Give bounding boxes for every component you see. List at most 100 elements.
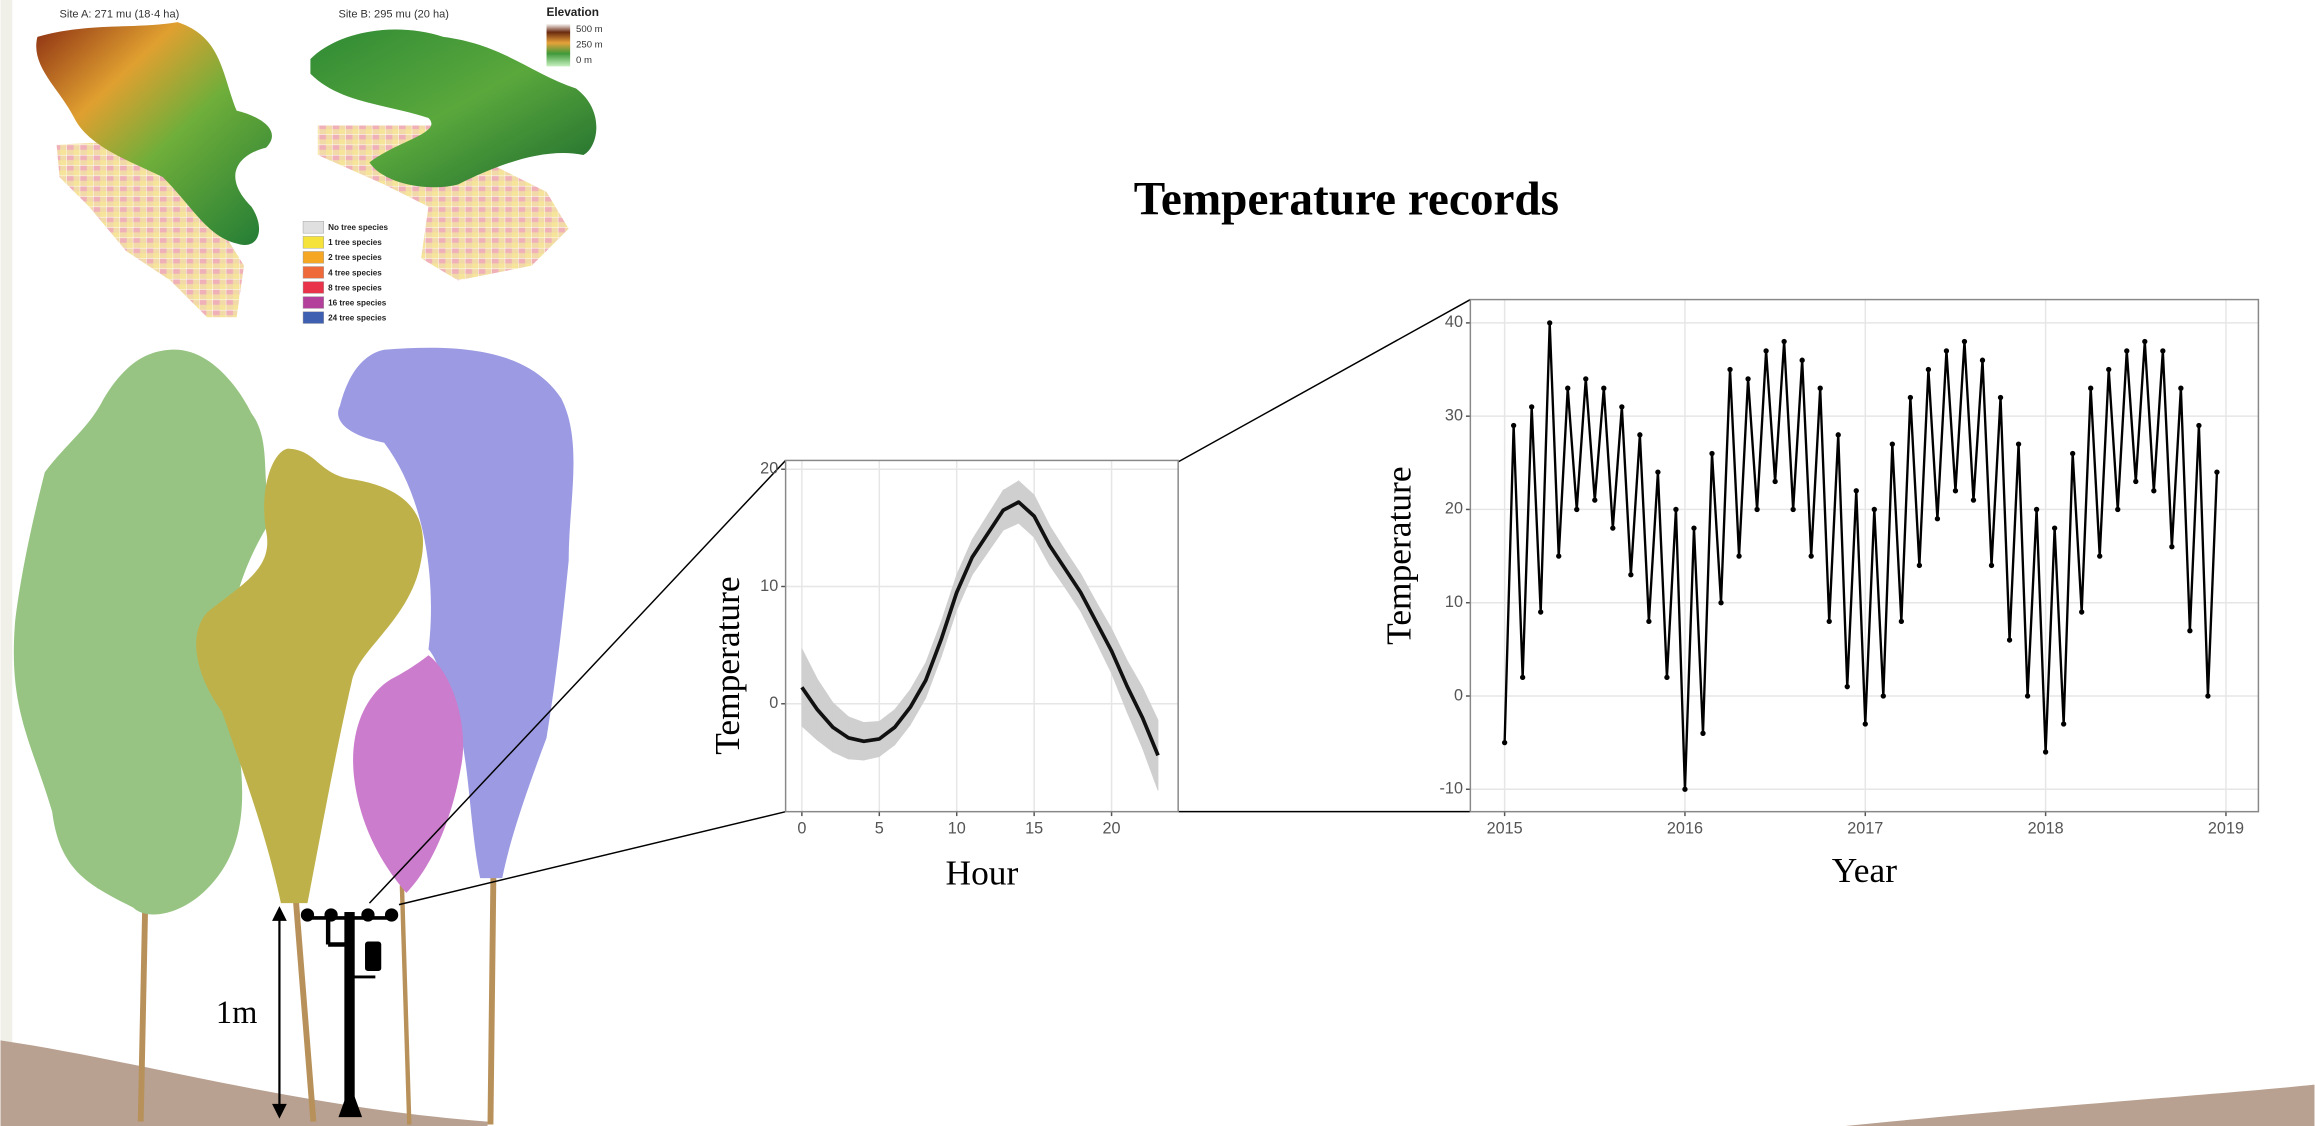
data-point bbox=[1979, 357, 1986, 363]
data-point bbox=[1754, 506, 1760, 513]
elevation-bar bbox=[546, 23, 571, 67]
data-point bbox=[2033, 506, 2040, 513]
plot-area bbox=[1470, 299, 2259, 812]
data-point bbox=[1519, 674, 1526, 681]
ground bbox=[1845, 1084, 2315, 1126]
legend-swatch bbox=[302, 311, 324, 324]
y-tick-label: 20 bbox=[1445, 500, 1463, 518]
data-point bbox=[2205, 693, 2211, 699]
trunk bbox=[487, 873, 497, 1125]
data-point bbox=[2133, 478, 2139, 485]
plot-border bbox=[1469, 298, 2260, 813]
species-legend: No tree species 1 tree species 2 tree spec… bbox=[302, 221, 389, 324]
data-point bbox=[2006, 637, 2013, 643]
elevation-label: 0 m bbox=[576, 55, 592, 66]
data-point bbox=[1871, 506, 1877, 513]
x-tick-label: 2015 bbox=[1487, 820, 1523, 838]
x-axis-title: Year bbox=[1832, 850, 1897, 890]
map-label: Site B: 295 mu (20 ha) bbox=[338, 9, 449, 21]
tree bbox=[196, 448, 424, 904]
tree bbox=[353, 655, 464, 893]
data-point bbox=[1727, 366, 1733, 373]
data-point bbox=[2160, 348, 2166, 354]
data-point bbox=[1790, 506, 1796, 513]
trunk bbox=[137, 907, 149, 1122]
legend-swatch bbox=[302, 266, 324, 279]
tree bbox=[13, 349, 274, 915]
map-label: Site A: 271 mu (18·4 ha) bbox=[60, 9, 180, 21]
x-tick-label: 5 bbox=[875, 820, 884, 838]
data-point bbox=[1538, 609, 1544, 615]
data-point bbox=[2187, 628, 2193, 634]
legend-swatch bbox=[302, 236, 324, 249]
y-tick-label: 10 bbox=[760, 577, 778, 595]
elevation-label: 250 m bbox=[576, 40, 603, 51]
data-point bbox=[1501, 739, 1508, 746]
data-point bbox=[2106, 366, 2112, 373]
elevation-label: 500 m bbox=[576, 24, 603, 35]
terrain bbox=[310, 29, 597, 188]
data-point bbox=[2070, 450, 2076, 457]
data-point bbox=[1682, 786, 1688, 792]
legend-swatch bbox=[302, 221, 324, 234]
data-point bbox=[1943, 348, 1950, 354]
data-point bbox=[1709, 450, 1715, 457]
y-tick-label: 10 bbox=[1445, 593, 1463, 611]
y-tick-label: -10 bbox=[1440, 780, 1463, 798]
data-point bbox=[2124, 348, 2130, 354]
data-point bbox=[1583, 376, 1589, 382]
data-point bbox=[2042, 749, 2049, 755]
data-point bbox=[1826, 618, 1832, 625]
title: Temperature records bbox=[1134, 173, 1559, 225]
data-point bbox=[1547, 320, 1553, 326]
data-point bbox=[1799, 357, 1805, 363]
data-point bbox=[1925, 366, 1932, 373]
x-tick-label: 10 bbox=[948, 820, 966, 838]
data-point bbox=[1646, 618, 1652, 625]
data-point bbox=[2214, 469, 2220, 475]
data-point bbox=[1817, 385, 1823, 391]
site-map: Site A: 271 mu (18·4 ha) Site B: 295 mu … bbox=[36, 5, 603, 324]
data-point bbox=[1601, 385, 1607, 391]
legend-swatch bbox=[302, 296, 324, 309]
data-point bbox=[1700, 730, 1706, 736]
elevation-labels: 500 m 250 m 0 m bbox=[576, 24, 603, 66]
data-point bbox=[2196, 422, 2202, 429]
x-tick-label: 2018 bbox=[2028, 820, 2064, 838]
legend-label: 8 tree species bbox=[328, 283, 382, 292]
x-tick-label: 0 bbox=[797, 820, 806, 838]
y-tick-label: 20 bbox=[760, 460, 778, 478]
data-point bbox=[1610, 525, 1616, 531]
x-tick-label: 2016 bbox=[1667, 820, 1703, 838]
data-point bbox=[2015, 441, 2022, 447]
y-axis-title: Temperature bbox=[1379, 466, 1419, 644]
x-tick-label: 15 bbox=[1025, 820, 1043, 838]
legend-label: No tree species bbox=[328, 223, 388, 232]
data-point bbox=[2051, 525, 2058, 531]
data-point bbox=[1862, 721, 1868, 727]
data-point bbox=[1691, 525, 1697, 531]
x-tick-label: 2017 bbox=[1847, 820, 1883, 838]
data-point bbox=[2097, 553, 2103, 559]
data-point bbox=[1745, 376, 1751, 382]
data-point bbox=[1565, 385, 1571, 391]
data-point bbox=[2088, 385, 2094, 391]
trunk bbox=[399, 885, 412, 1125]
y-tick-label: 30 bbox=[1445, 406, 1463, 424]
data-point bbox=[1934, 516, 1941, 522]
data-point bbox=[1781, 338, 1787, 345]
legend-label: 16 tree species bbox=[328, 298, 387, 307]
zoom-lines bbox=[368, 298, 1471, 906]
data-point bbox=[1628, 572, 1634, 578]
data-point bbox=[2024, 693, 2031, 699]
x-axis-title: Hour bbox=[945, 853, 1018, 893]
legend-title: Elevation bbox=[547, 5, 599, 19]
data-point bbox=[1916, 562, 1923, 569]
data-line bbox=[1503, 321, 2219, 791]
data-point bbox=[1898, 618, 1905, 625]
data-point bbox=[1655, 469, 1661, 475]
data-point bbox=[1510, 422, 1517, 429]
data-point bbox=[1844, 684, 1850, 690]
